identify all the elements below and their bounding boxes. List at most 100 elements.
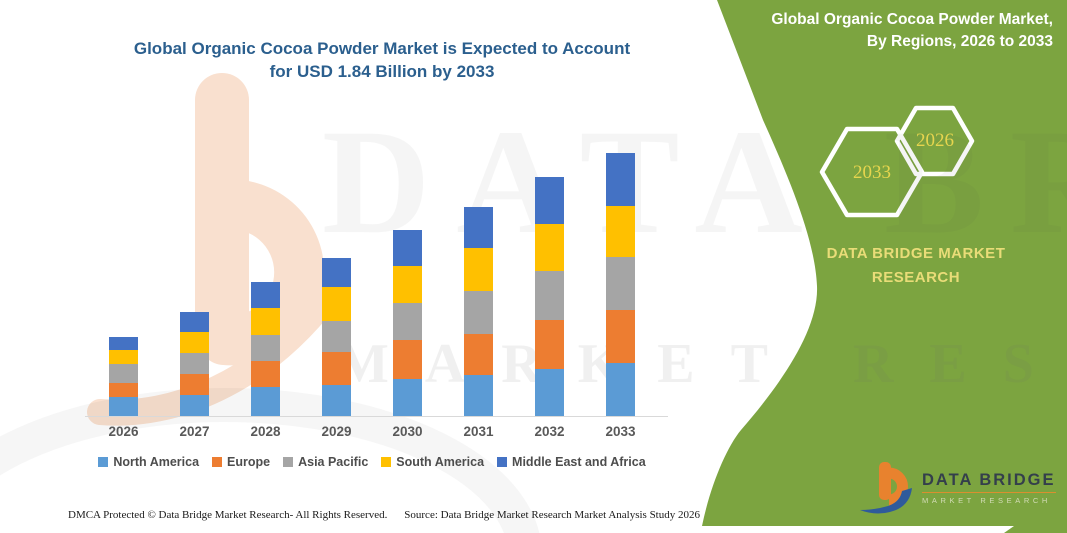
legend-swatch bbox=[212, 457, 223, 467]
hexagon-year-2033: 2033 bbox=[853, 162, 891, 183]
banner-title-line1: Global Organic Cocoa Powder Market, bbox=[771, 11, 1053, 28]
brand-name-text: DATA BRIDGE MARKET RESEARCH bbox=[818, 242, 1014, 290]
bar-segment-asia-pacific bbox=[535, 271, 564, 320]
bar-segment-asia-pacific bbox=[251, 335, 280, 361]
logo-wordmark: DATA BRIDGE bbox=[922, 471, 1056, 493]
bar-segment-asia-pacific bbox=[109, 364, 138, 383]
dmca-notice: DMCA Protected © Data Bridge Market Rese… bbox=[68, 509, 388, 521]
footer: DMCA Protected © Data Bridge Market Rese… bbox=[68, 509, 700, 521]
logo-subtitle: MARKET RESEARCH bbox=[922, 496, 1051, 505]
legend-label: North America bbox=[113, 455, 200, 469]
legend-swatch bbox=[497, 457, 508, 467]
stacked-bar bbox=[180, 312, 209, 416]
bar-segment-europe bbox=[535, 320, 564, 369]
bar-segment-asia-pacific bbox=[322, 321, 351, 352]
data-bridge-text-watermark: DATA BRIDGE bbox=[322, 99, 1067, 265]
bar-segment-middle-east-and-africa bbox=[251, 282, 280, 308]
stacked-bar bbox=[322, 258, 351, 416]
bar-segment-south-america bbox=[180, 332, 209, 353]
bar-column bbox=[230, 282, 301, 416]
bar-column bbox=[301, 258, 372, 416]
bar-segment-south-america bbox=[322, 287, 351, 321]
bar-segment-europe bbox=[393, 340, 422, 379]
bar-segment-asia-pacific bbox=[464, 291, 493, 334]
bar-chart-plot-area bbox=[88, 146, 656, 416]
bar-segment-north-america bbox=[464, 375, 493, 416]
legend-label: Asia Pacific bbox=[298, 455, 369, 469]
x-axis-label: 2026 bbox=[108, 424, 139, 439]
bar-segment-middle-east-and-africa bbox=[180, 312, 209, 332]
legend-item: Middle East and Africa bbox=[497, 455, 646, 469]
bar-segment-south-america bbox=[109, 350, 138, 364]
bar-segment-middle-east-and-africa bbox=[109, 337, 138, 350]
stacked-bar bbox=[535, 177, 564, 416]
bar-segment-europe bbox=[180, 374, 209, 395]
data-bridge-logo: DATA BRIDGE MARKET RESEARCH bbox=[858, 456, 1058, 520]
legend-swatch bbox=[381, 457, 392, 467]
bar-segment-north-america bbox=[109, 397, 138, 416]
bar-segment-europe bbox=[109, 383, 138, 397]
banner-title-line2: By Regions, 2026 to 2033 bbox=[866, 33, 1053, 50]
stacked-bar bbox=[393, 230, 422, 416]
x-axis-label: 2029 bbox=[321, 424, 352, 439]
legend-label: South America bbox=[396, 455, 485, 469]
bar-segment-south-america bbox=[393, 266, 422, 303]
chart-legend: North America Europe Asia Pacific South Ame… bbox=[88, 455, 656, 469]
chart-title-line2: for USD 1.84 Billion by 2033 bbox=[269, 62, 495, 81]
chart-title: Global Organic Cocoa Powder Market is Ex… bbox=[108, 37, 656, 83]
green-band-shape bbox=[702, 0, 1067, 533]
bar-segment-middle-east-and-africa bbox=[322, 258, 351, 287]
bar-column bbox=[88, 337, 159, 416]
bar-segment-south-america bbox=[251, 308, 280, 335]
chart-title-line1: Global Organic Cocoa Powder Market is Ex… bbox=[133, 39, 631, 58]
bar-column bbox=[372, 230, 443, 416]
x-axis-label: 2033 bbox=[605, 424, 636, 439]
bar-column bbox=[514, 177, 585, 416]
legend-item: Europe bbox=[212, 455, 270, 469]
bar-segment-europe bbox=[464, 334, 493, 375]
bar-segment-middle-east-and-africa bbox=[464, 207, 493, 248]
stacked-bar bbox=[464, 207, 493, 416]
bar-segment-south-america bbox=[606, 206, 635, 257]
bar-segment-europe bbox=[251, 361, 280, 387]
bar-segment-asia-pacific bbox=[393, 303, 422, 340]
bar-segment-north-america bbox=[322, 385, 351, 416]
legend-swatch bbox=[98, 457, 109, 467]
bar-column bbox=[585, 153, 656, 416]
stacked-bar bbox=[251, 282, 280, 416]
x-axis-label: 2027 bbox=[179, 424, 210, 439]
bar-segment-north-america bbox=[393, 379, 422, 416]
x-axis-label: 2028 bbox=[250, 424, 281, 439]
bar-column bbox=[159, 312, 230, 416]
bar-segment-south-america bbox=[464, 248, 493, 291]
brand-name-line1: DATA BRIDGE MARKET bbox=[826, 245, 1006, 262]
legend-label: Middle East and Africa bbox=[512, 455, 646, 469]
legend-label: Europe bbox=[227, 455, 271, 469]
x-axis-labels: 2026 2027 2028 2029 2030 2031 2032 2033 bbox=[88, 424, 656, 439]
bar-segment-europe bbox=[322, 352, 351, 385]
bar-segment-north-america bbox=[535, 369, 564, 416]
bar-segment-europe bbox=[606, 310, 635, 363]
bar-segment-middle-east-and-africa bbox=[393, 230, 422, 266]
stacked-bar bbox=[109, 337, 138, 416]
x-axis-label: 2032 bbox=[534, 424, 565, 439]
x-axis-label: 2030 bbox=[392, 424, 423, 439]
legend-item: North America bbox=[98, 455, 199, 469]
legend-swatch bbox=[283, 457, 294, 467]
stacked-bar bbox=[606, 153, 635, 416]
banner-title: Global Organic Cocoa Powder Market, By R… bbox=[708, 9, 1053, 53]
hexagon-2026 bbox=[894, 105, 975, 177]
bar-segment-asia-pacific bbox=[606, 257, 635, 310]
x-axis-line bbox=[85, 416, 668, 417]
legend-item: South America bbox=[381, 455, 484, 469]
bar-segment-north-america bbox=[251, 387, 280, 416]
bar-segment-south-america bbox=[535, 224, 564, 271]
source-note: Source: Data Bridge Market Research Mark… bbox=[404, 509, 700, 521]
brand-name-line2: RESEARCH bbox=[871, 269, 961, 286]
market-research-text-watermark: MARKET RESEARCH bbox=[336, 333, 1067, 395]
legend-item: Asia Pacific bbox=[283, 455, 368, 469]
bar-segment-asia-pacific bbox=[180, 353, 209, 374]
bar-segment-middle-east-and-africa bbox=[606, 153, 635, 206]
